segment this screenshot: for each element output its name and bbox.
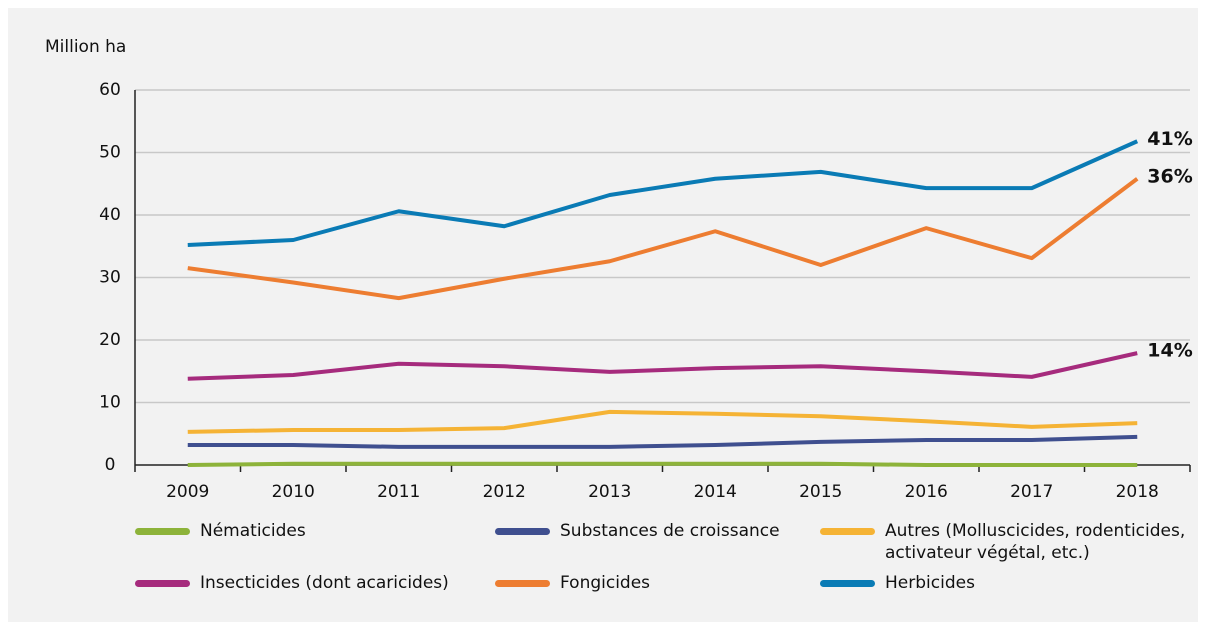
legend-swatch bbox=[820, 528, 875, 535]
y-tick-label: 10 bbox=[99, 393, 121, 413]
legend-label: Herbicides bbox=[885, 573, 975, 593]
legend-swatch bbox=[495, 528, 550, 535]
y-tick-label: 50 bbox=[99, 143, 121, 163]
y-axis-label: Million ha bbox=[45, 37, 126, 57]
y-tick-label: 60 bbox=[99, 80, 121, 100]
legend-swatch bbox=[495, 580, 550, 587]
y-tick-label: 40 bbox=[99, 205, 121, 225]
x-tick-label: 2014 bbox=[694, 482, 737, 502]
legend-label: Substances de croissance bbox=[560, 521, 780, 541]
end-label: 14% bbox=[1147, 340, 1192, 362]
y-tick-label: 0 bbox=[105, 455, 116, 475]
x-tick-label: 2015 bbox=[799, 482, 842, 502]
legend-label: Autres (Molluscicides, rodenticides, act… bbox=[885, 521, 1186, 563]
series-line bbox=[187, 461, 1138, 467]
legend-label: Fongicides bbox=[560, 573, 651, 593]
series-line bbox=[187, 351, 1138, 381]
x-tick-label: 2016 bbox=[905, 482, 948, 502]
legend-swatch bbox=[820, 580, 875, 587]
end-label: 36% bbox=[1147, 165, 1192, 187]
series-line bbox=[187, 434, 1138, 449]
x-tick-label: 2013 bbox=[588, 482, 631, 502]
x-tick-label: 2009 bbox=[166, 482, 209, 502]
legend-swatch bbox=[135, 528, 190, 535]
x-tick-label: 2012 bbox=[483, 482, 526, 502]
end-label: 41% bbox=[1147, 128, 1192, 150]
x-tick-label: 2011 bbox=[377, 482, 420, 502]
legend-label: Nématicides bbox=[200, 521, 306, 541]
background bbox=[8, 8, 1198, 622]
series-line bbox=[187, 177, 1139, 301]
x-tick-label: 2010 bbox=[272, 482, 315, 502]
series-line bbox=[187, 139, 1139, 247]
x-tick-label: 2017 bbox=[1010, 482, 1053, 502]
legend-label: Insecticides (dont acaricides) bbox=[200, 573, 449, 593]
y-tick-label: 30 bbox=[99, 268, 121, 288]
legend-swatch bbox=[135, 580, 190, 587]
y-tick-label: 20 bbox=[99, 330, 121, 350]
x-tick-label: 2018 bbox=[1116, 482, 1159, 502]
series-line bbox=[187, 409, 1138, 434]
